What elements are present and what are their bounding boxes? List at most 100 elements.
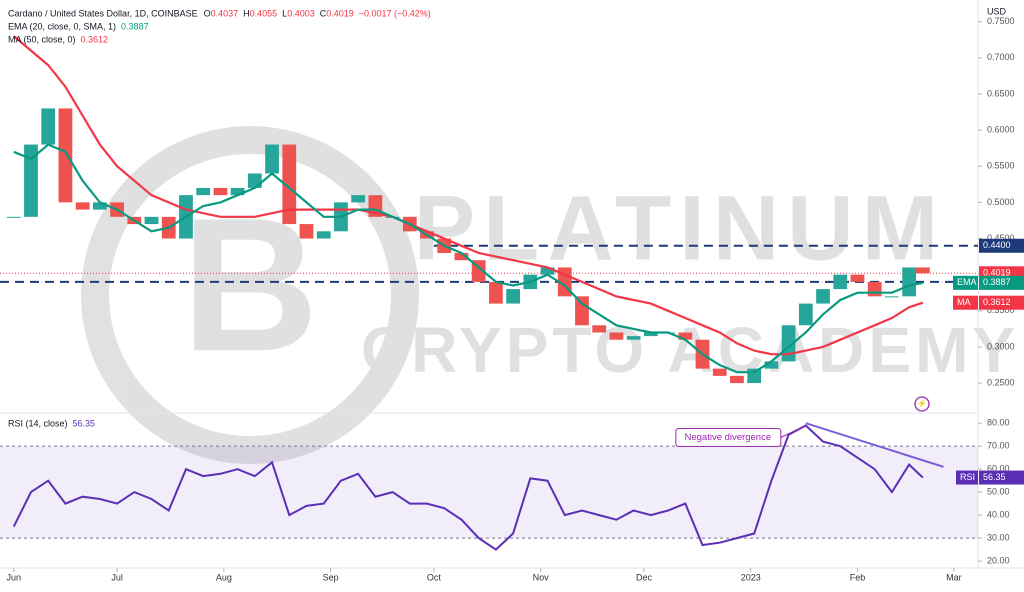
legend-name: RSI (14, close) <box>8 418 68 428</box>
candle <box>816 289 830 304</box>
level-tag-bg <box>979 238 1024 253</box>
candle <box>299 224 314 239</box>
ohlc-key: L <box>282 8 287 18</box>
ohlc-value: 0.4055 <box>250 8 278 18</box>
y-tick-label: 0.4500 <box>987 233 1015 243</box>
candle <box>196 187 211 196</box>
candle <box>24 144 38 217</box>
legend-value: 0.3887 <box>121 21 149 31</box>
overlay-name: EMA <box>957 277 977 287</box>
y-tick-label: 20.00 <box>987 555 1010 565</box>
y-tick-label: 40.00 <box>987 510 1010 520</box>
y-tick-label: 0.5500 <box>987 161 1015 171</box>
rsi-name-bg <box>956 470 978 485</box>
candle <box>730 375 744 384</box>
watermark: B PLATINUM CRYPTO ACADEMY <box>81 126 1019 464</box>
rsi-tag: 56.35 <box>983 472 1006 482</box>
y-tick-label: 0.3000 <box>987 341 1015 351</box>
candle <box>316 231 331 239</box>
y-tick-label: 50.00 <box>987 487 1010 497</box>
overlay-name: MA <box>957 297 971 307</box>
candle <box>6 216 21 218</box>
candle <box>626 336 641 340</box>
annotation-text: Negative divergence <box>685 432 772 443</box>
overlay-tag-bg <box>979 295 1024 310</box>
overlay-tag-bg <box>979 275 1024 290</box>
level-tag: 0.4400 <box>983 240 1011 250</box>
candle <box>92 202 107 210</box>
rsi-name: RSI <box>960 472 975 482</box>
rsi-line <box>12 424 924 551</box>
watermark-text: CRYPTO ACADEMY <box>361 314 1019 386</box>
overlay-tag: 0.3612 <box>983 297 1011 307</box>
candle <box>282 144 297 225</box>
y-tick-label: 0.6500 <box>987 88 1015 98</box>
legend-name: MA (50, close, 0) <box>8 34 76 44</box>
rsi-band <box>0 446 978 539</box>
candle <box>265 144 279 174</box>
x-tick-label: Dec <box>636 572 653 582</box>
candle <box>833 274 848 290</box>
overlay-tag: 0.3887 <box>983 277 1011 287</box>
y-tick-label: 0.3500 <box>987 305 1015 315</box>
ohlc-key: H <box>243 8 250 18</box>
y-tick-label: 30.00 <box>987 532 1010 542</box>
trendline <box>805 422 944 468</box>
overlay-name-bg <box>953 275 978 290</box>
candle <box>230 187 245 196</box>
candle <box>454 252 469 261</box>
candle <box>609 332 624 340</box>
candle <box>916 267 930 274</box>
annotation-pointer <box>780 425 807 438</box>
candle <box>247 173 262 188</box>
candle <box>41 108 56 145</box>
watermark-text: PLATINUM <box>414 177 946 279</box>
change: −0.0017 (−0.42%) <box>359 8 431 18</box>
watermark-ring <box>81 126 419 464</box>
ohlc-key: O <box>204 8 211 18</box>
x-tick-label: Oct <box>427 572 442 582</box>
overlay-line <box>13 143 924 374</box>
candle <box>592 325 607 333</box>
x-tick-label: Aug <box>216 572 232 582</box>
y-tick-label: 60.00 <box>987 464 1010 474</box>
candle <box>885 296 899 298</box>
candle <box>850 274 865 282</box>
x-tick-label: Feb <box>850 572 866 582</box>
candle <box>351 195 366 203</box>
candle <box>747 368 762 384</box>
ohlc-key: C <box>320 8 327 18</box>
overlay-name-bg <box>953 295 978 310</box>
x-tick-label: Sep <box>323 572 339 582</box>
x-tick-label: Jun <box>7 572 22 582</box>
candle <box>58 108 73 203</box>
event-icon[interactable] <box>914 396 930 412</box>
currency-label: USD <box>987 6 1007 16</box>
annotation-box <box>675 427 782 447</box>
candle <box>712 368 727 376</box>
ohlc-value: 0.4037 <box>211 8 239 18</box>
x-tick-label: 2023 <box>741 572 761 582</box>
candle <box>213 187 228 196</box>
x-tick-label: Nov <box>533 572 550 582</box>
legend-value: 0.3612 <box>81 34 109 44</box>
overlay-line <box>13 35 924 356</box>
y-tick-label: 70.00 <box>987 441 1010 451</box>
candle <box>764 361 779 369</box>
y-tick-label: 0.6000 <box>987 124 1015 134</box>
candle <box>678 332 693 340</box>
legend-name: EMA (20, close, 0, SMA, 1) <box>8 21 116 31</box>
y-tick-label: 80.00 <box>987 418 1010 428</box>
ohlc-value: 0.4003 <box>287 8 315 18</box>
event-icon-glyph: ⚡ <box>917 398 927 408</box>
last-price-tag: 0.4019 <box>983 268 1011 278</box>
x-tick-label: Mar <box>946 572 962 582</box>
y-tick-label: 0.2500 <box>987 377 1015 387</box>
candle <box>540 267 555 275</box>
candle <box>75 202 90 210</box>
y-tick-label: 0.7000 <box>987 52 1015 62</box>
candle <box>575 296 589 326</box>
y-tick-label: 0.7500 <box>987 16 1015 26</box>
candle <box>144 216 159 225</box>
